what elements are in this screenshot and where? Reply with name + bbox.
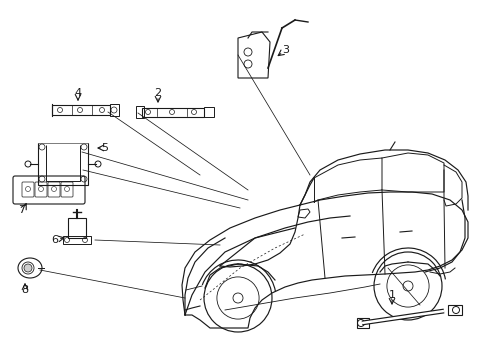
Bar [110, 104, 119, 116]
Text: 2: 2 [154, 88, 161, 98]
Text: 4: 4 [74, 88, 81, 98]
Text: 7: 7 [19, 205, 25, 215]
Bar [136, 106, 143, 118]
Bar [52, 105, 110, 115]
Text: 6: 6 [51, 235, 59, 245]
Text: 5: 5 [102, 143, 108, 153]
Bar [68, 218, 86, 238]
Bar [63, 236, 91, 244]
Text: 1: 1 [387, 290, 395, 300]
Text: 8: 8 [21, 285, 28, 295]
Text: 3: 3 [282, 45, 289, 55]
Circle shape [24, 264, 32, 272]
Bar [142, 108, 203, 117]
Bar [203, 107, 214, 117]
